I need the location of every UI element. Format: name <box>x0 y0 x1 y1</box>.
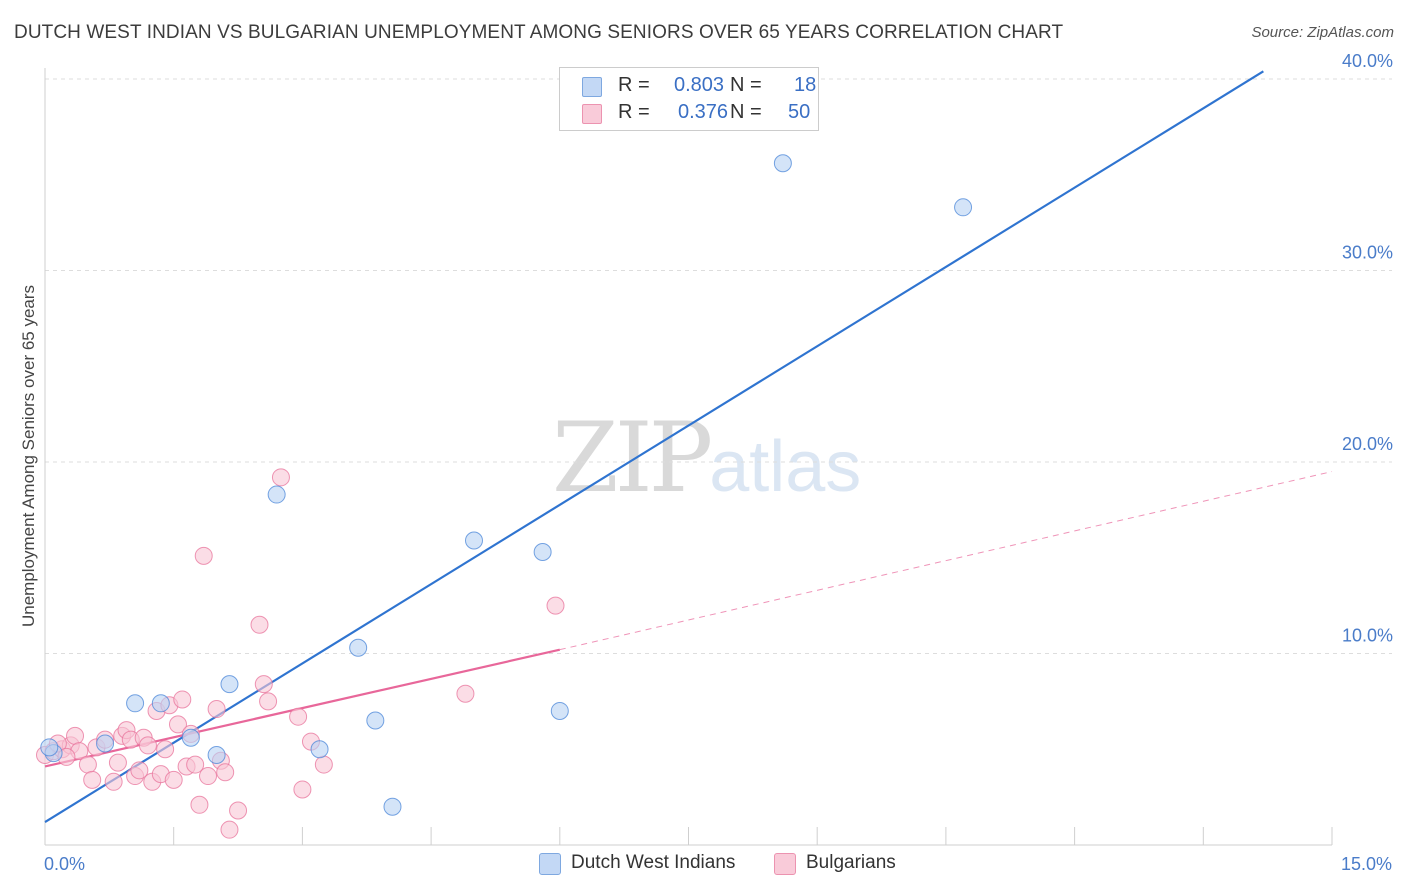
data-point <box>773 154 792 173</box>
data-point <box>254 675 273 694</box>
data-point <box>216 763 235 782</box>
data-point <box>83 770 102 789</box>
data-point <box>181 728 200 747</box>
data-point <box>220 820 239 839</box>
legend-n-value: 18 <box>794 74 817 96</box>
trend-lines <box>44 70 1333 823</box>
data-point <box>126 694 145 713</box>
watermark-atlas: atlas <box>709 427 862 507</box>
data-point <box>259 692 278 711</box>
tick-labels: 10.0% 20.0% 30.0% 40.0% 0.0% 15.0% <box>44 51 1393 874</box>
data-point <box>207 745 226 764</box>
data-point <box>310 740 329 759</box>
legend-n-label: N = <box>730 74 762 96</box>
series-swatch-blue <box>539 853 561 875</box>
legend-n-label: N = <box>730 101 762 123</box>
data-point <box>96 734 115 753</box>
data-point <box>293 780 312 799</box>
data-point <box>314 755 333 774</box>
y-tick-label: 10.0% <box>1342 626 1393 646</box>
data-point <box>173 690 192 709</box>
data-point <box>186 755 205 774</box>
y-tick-label: 20.0% <box>1342 434 1393 454</box>
data-point <box>130 761 149 780</box>
data-point <box>194 546 213 565</box>
legend-r-value: 0.376 <box>678 101 729 123</box>
data-point <box>954 198 973 217</box>
data-point <box>349 638 368 657</box>
data-point <box>108 753 127 772</box>
legend-swatch-pink <box>582 104 602 124</box>
data-point <box>164 770 183 789</box>
data-point <box>546 596 565 615</box>
data-point <box>104 772 123 791</box>
data-point <box>366 711 385 730</box>
trend-line <box>44 70 1264 823</box>
data-points <box>36 154 973 839</box>
data-point <box>190 795 209 814</box>
data-point <box>220 675 239 694</box>
chart-title: DUTCH WEST INDIAN VS BULGARIAN UNEMPLOYM… <box>14 22 1064 43</box>
data-point <box>289 707 308 726</box>
y-tick-label: 40.0% <box>1342 51 1393 71</box>
trend-line <box>44 648 561 768</box>
y-tick-label: 30.0% <box>1342 243 1393 263</box>
data-point <box>156 740 175 759</box>
grid-lines <box>45 78 1392 654</box>
legend-r-label: R = <box>618 74 650 96</box>
series-label: Bulgarians <box>806 852 896 873</box>
data-point <box>229 801 248 820</box>
data-point <box>271 468 290 487</box>
data-point <box>267 485 286 504</box>
trend-line-extension <box>559 471 1333 651</box>
legend-r-value: 0.803 <box>674 74 725 96</box>
data-point <box>533 543 552 562</box>
legend-n-value: 50 <box>788 101 811 123</box>
data-point <box>138 736 157 755</box>
data-point <box>199 767 218 786</box>
series-legend: Dutch West Indians Bulgarians <box>0 851 1406 879</box>
axes <box>44 68 1333 846</box>
data-point <box>250 615 269 634</box>
data-point <box>456 684 475 703</box>
data-point <box>78 755 97 774</box>
x-tick-label: 0.0% <box>44 854 85 874</box>
legend-r-label: R = <box>618 101 650 123</box>
data-point <box>66 726 85 745</box>
data-point <box>465 531 483 550</box>
correlation-legend: R = 0.803 N = 18 R = 0.376 N = 50 <box>559 67 819 131</box>
data-point <box>550 701 569 720</box>
data-point <box>383 797 402 816</box>
source-credit: Source: ZipAtlas.com <box>1251 24 1394 41</box>
series-label: Dutch West Indians <box>571 852 736 873</box>
data-point <box>151 694 170 713</box>
watermark: ZIPatlas <box>552 402 861 514</box>
watermark-zip: ZIP <box>552 402 713 514</box>
x-tick-label: 15.0% <box>1341 854 1392 874</box>
data-point <box>207 700 226 719</box>
series-swatch-pink <box>774 853 796 875</box>
legend-swatch-blue <box>582 77 602 97</box>
data-point <box>168 715 187 734</box>
y-axis-label: Unemployment Among Seniors over 65 years <box>19 285 38 627</box>
data-point <box>40 738 59 757</box>
